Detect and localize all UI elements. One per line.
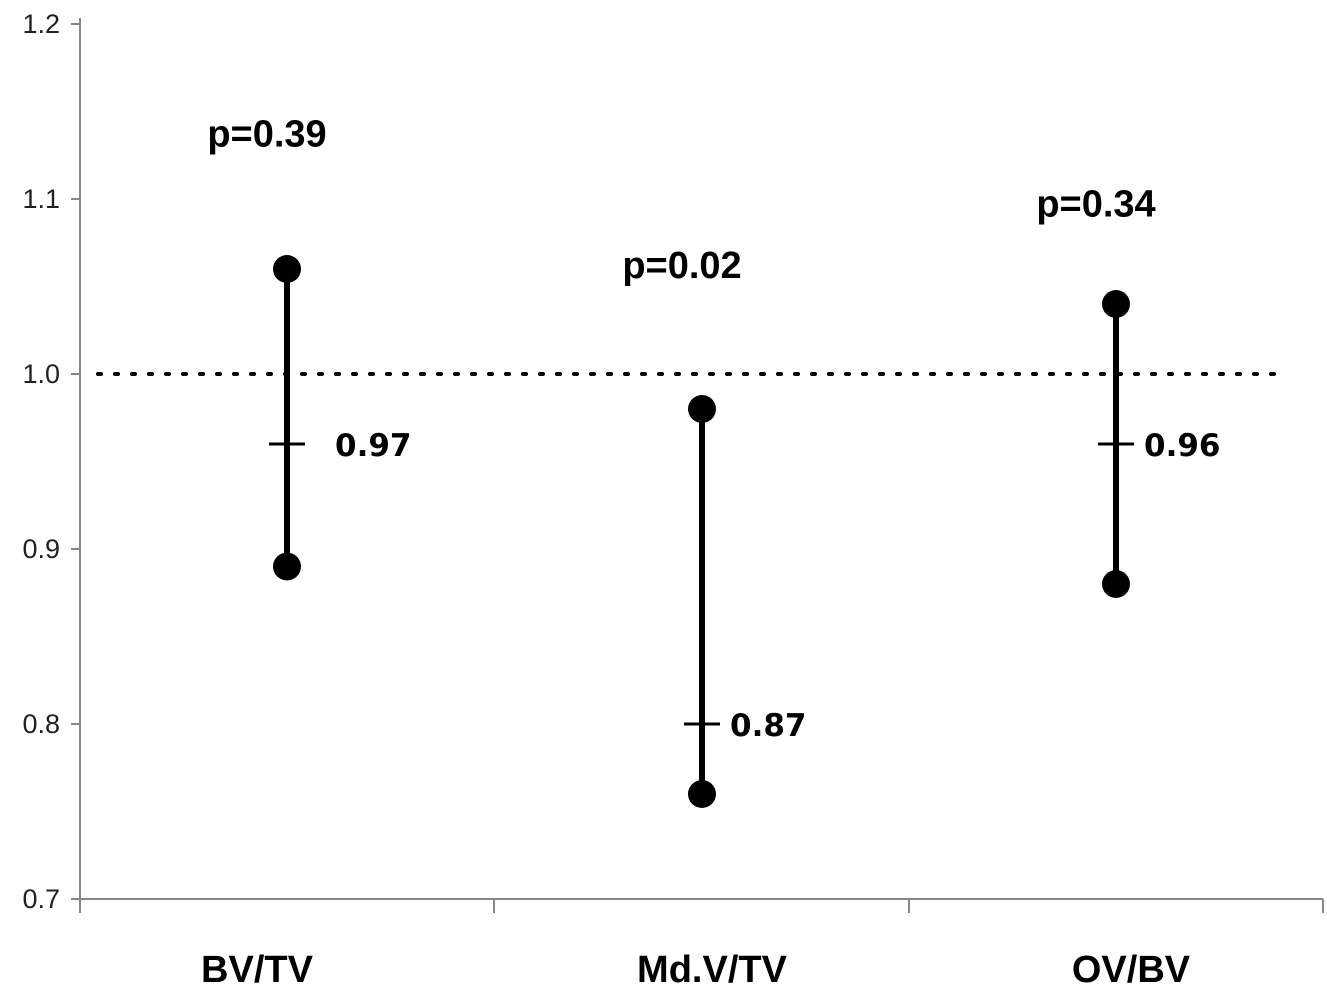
ci-upper-point xyxy=(1102,290,1130,318)
ci-lower-point xyxy=(1102,570,1130,598)
estimate-label: 0.96 xyxy=(1144,428,1221,464)
p-value-label: p=0.34 xyxy=(1036,184,1155,226)
y-tick-label: 1.1 xyxy=(22,184,60,214)
y-tick-labels: 0.7 0.8 0.9 1.0 1.1 1.2 xyxy=(22,9,60,914)
axes xyxy=(71,18,1324,913)
category-label: BV/TV xyxy=(201,949,314,989)
estimate-label: 0.87 xyxy=(730,708,807,744)
y-tick-label: 0.8 xyxy=(22,709,60,739)
ci-lower-point xyxy=(688,780,716,808)
y-tick-label: 1.0 xyxy=(22,359,60,389)
estimate-label: 0.97 xyxy=(335,428,412,464)
y-tick-label: 0.7 xyxy=(22,884,60,914)
y-tick-label: 0.9 xyxy=(22,534,60,564)
p-value-label: p=0.02 xyxy=(622,245,741,287)
category-labels: BV/TV Md.V/TV OV/BV xyxy=(201,949,1191,989)
ci-marks: 0.97 p=0.39 0.87 p=0.02 0.96 p=0.34 xyxy=(207,114,1221,808)
ci-lower-point xyxy=(273,552,301,581)
ci-upper-point xyxy=(273,255,301,283)
ci-upper-point xyxy=(688,395,716,423)
category-label: Md.V/TV xyxy=(637,949,788,989)
p-value-label: p=0.39 xyxy=(207,114,326,156)
y-tick-label: 1.2 xyxy=(22,9,60,39)
category-label: OV/BV xyxy=(1072,949,1191,989)
